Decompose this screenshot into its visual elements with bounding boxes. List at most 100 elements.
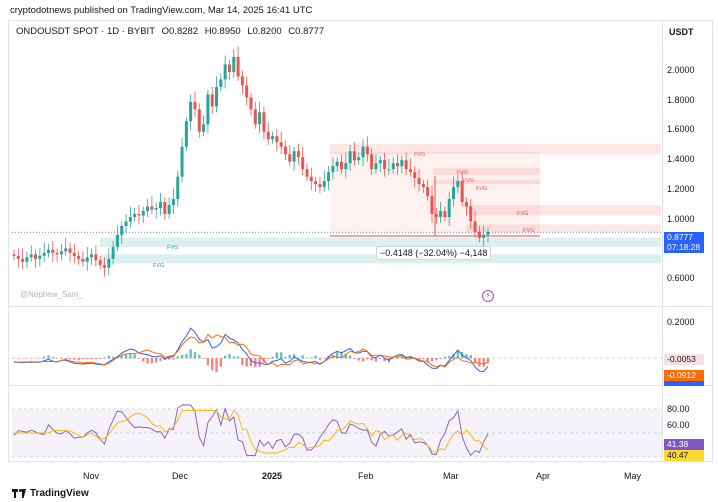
candle-body <box>452 187 456 200</box>
macd-histogram-bar <box>353 358 356 360</box>
candle-body <box>34 254 38 259</box>
macd-histogram-bar <box>241 358 244 366</box>
candle-body <box>482 234 486 238</box>
time-label: Mar <box>443 471 459 481</box>
candle-body <box>348 151 352 164</box>
candles-layer <box>12 46 490 277</box>
published-line: cryptodotnews published on TradingView.c… <box>10 5 313 16</box>
tradingview-logo[interactable]: TradingView <box>12 488 89 499</box>
currency-label[interactable]: USDT <box>669 27 694 37</box>
candle-body <box>344 163 348 170</box>
candle-body <box>94 254 98 261</box>
macd-histogram-bar <box>426 358 429 363</box>
candle-body <box>408 169 412 173</box>
candle-body <box>29 254 33 258</box>
candle-body <box>335 161 339 167</box>
candle-body <box>473 221 477 232</box>
macd-histogram-bar <box>133 354 136 359</box>
time-label: May <box>624 471 642 481</box>
macd-histogram-bar <box>12 358 16 359</box>
macd-histogram-bar <box>42 356 46 359</box>
macd-histogram-bar <box>146 358 149 364</box>
candle-body <box>223 64 227 80</box>
candle-body <box>469 206 473 222</box>
candle-body <box>486 231 490 235</box>
macd-histogram-bar <box>435 358 438 361</box>
candle-body <box>68 248 72 253</box>
candle-body <box>38 255 42 259</box>
candle-body <box>305 169 309 177</box>
rsi-ma-value-tag: 40.47 <box>664 450 704 461</box>
last-price-tag: 0.8777 <box>664 232 704 243</box>
macd-histogram-bar <box>482 358 485 367</box>
macd-histogram-bar <box>219 358 223 367</box>
macd-histogram-bar <box>392 358 395 359</box>
macd-histogram-bar <box>111 356 115 359</box>
macd-histogram-bar <box>465 354 468 359</box>
macd-histogram-bar <box>288 354 291 359</box>
candle-body <box>253 109 257 125</box>
symbol-legend[interactable]: ONDOUSDT SPOT · 1D · BYBIT O0.8282 H0.89… <box>16 26 328 37</box>
macd-line <box>13 327 489 373</box>
candle-body <box>296 151 300 158</box>
macd-histogram-bar <box>107 355 110 359</box>
candle-body <box>396 163 400 167</box>
brand-name: TradingView <box>30 488 89 499</box>
candle-body <box>258 112 262 125</box>
candle-body <box>171 199 175 206</box>
candle-body <box>180 146 184 177</box>
candle-body <box>266 131 270 140</box>
macd-histogram-bar <box>361 358 365 362</box>
macd-histogram-bar <box>38 358 42 359</box>
macd-histogram-bar <box>137 357 141 359</box>
lightning-icon[interactable]: ⚡ <box>482 290 494 302</box>
macd-histogram-bar <box>473 358 477 364</box>
macd-histogram-bar <box>180 354 184 359</box>
fvg-label: FVG <box>476 186 488 192</box>
macd-histogram-bar <box>189 349 192 359</box>
macd-histogram-bar <box>396 356 399 359</box>
macd-histogram-bar <box>73 358 76 360</box>
macd-histogram-bar <box>409 355 412 359</box>
macd-histogram-bar <box>314 355 317 359</box>
candle-body <box>21 258 25 262</box>
candle-body <box>283 146 287 155</box>
macd-histogram-bar <box>318 358 322 360</box>
candle-body <box>72 252 76 256</box>
macd-histogram-bar <box>249 358 253 367</box>
fvg-zone <box>433 167 540 176</box>
candle-body <box>154 208 158 210</box>
fvg-label: FVG <box>523 228 535 234</box>
rsi-tick: 60.00 <box>667 420 690 430</box>
candle-body <box>124 221 128 226</box>
fvg-zone <box>433 179 540 185</box>
macd-histogram-bar <box>271 356 274 359</box>
macd-value-tag: -0.0053 <box>664 354 704 365</box>
macd-histogram-bar <box>176 356 179 359</box>
candle-body <box>387 169 391 171</box>
macd-histogram-bar <box>60 357 63 359</box>
macd-histogram-bar <box>202 358 205 359</box>
candle-body <box>206 94 210 125</box>
candle-body <box>141 211 145 216</box>
fvg-zone <box>466 205 661 216</box>
macd-histogram-bar <box>86 358 89 360</box>
candle-body <box>176 176 180 200</box>
candle-body <box>81 258 85 262</box>
candle-body <box>477 231 481 238</box>
macd-histogram-bar <box>150 358 154 364</box>
candle-body <box>370 154 374 170</box>
macd-histogram-bar <box>120 355 123 359</box>
macd-histogram-bar <box>323 358 326 359</box>
candle-body <box>383 160 387 170</box>
candle-body <box>232 57 236 72</box>
macd-signal-line <box>13 333 489 368</box>
price-tick: 1.6000 <box>667 124 695 134</box>
candle-body <box>404 160 408 170</box>
macd-histogram-bar <box>422 358 425 360</box>
macd-histogram-bar <box>357 358 360 361</box>
candle-body <box>64 248 68 252</box>
macd-histogram-bar <box>310 357 313 359</box>
time-label: Feb <box>358 471 374 481</box>
